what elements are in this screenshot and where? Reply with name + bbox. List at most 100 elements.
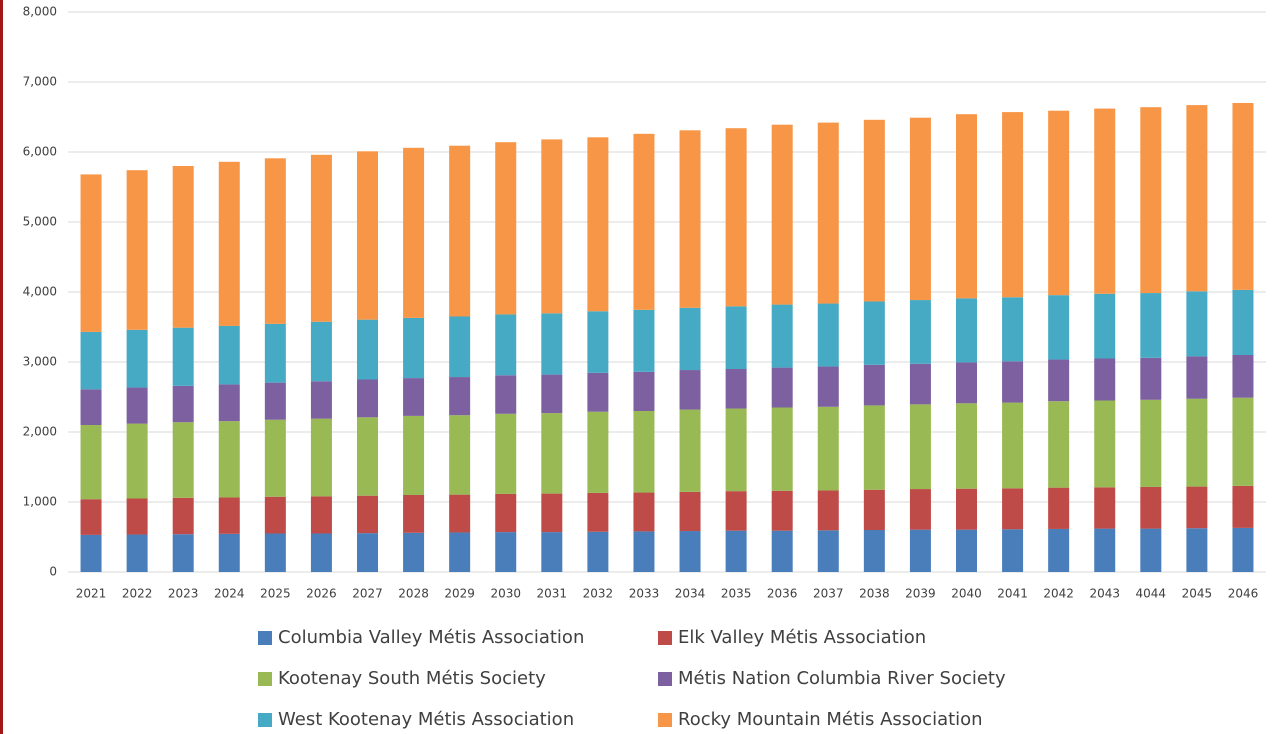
bar-segment [126,423,148,499]
legend-swatch [258,631,272,645]
legend-label: Elk Valley Métis Association [678,627,926,648]
bar-segment [725,408,747,492]
bar-segment [587,531,609,572]
bar-segment [172,534,194,572]
x-tick-label: 2021 [76,587,107,601]
bar-segment [403,317,425,379]
x-tick-label: 2027 [352,587,383,601]
x-tick-label: 2036 [767,587,798,601]
bar-segment [725,128,747,307]
bar-segment [771,124,793,305]
bar-segment [909,363,931,405]
x-tick-label: 2039 [905,587,936,601]
bar-segment [771,367,793,408]
bar-segment [1140,293,1162,358]
bar-segment [956,362,977,404]
bar-segment [1186,356,1208,399]
bar-segment [1140,486,1162,529]
bar-segment [817,530,839,572]
bar-segment [80,331,102,390]
bar-segment [633,133,655,310]
bar-segment [909,529,931,572]
y-tick-label: 3,000 [23,355,57,369]
bar-segment [1232,485,1254,528]
bar-segment [541,413,563,494]
bar-segment [679,531,701,572]
bar-segment [495,142,517,315]
bar-segment [264,419,286,497]
bar-segment [172,166,194,328]
bar-segment [264,382,286,420]
bar-segment [126,170,148,330]
bar-segment [1186,105,1208,292]
bar-segment [310,381,332,419]
bar-segment [1232,527,1254,572]
bar-segment [909,489,931,530]
bar-segment [909,404,931,490]
bar-segment [218,384,240,422]
bar-segment [956,488,977,530]
x-tick-label: 2045 [1182,587,1213,601]
bar-segment [1002,361,1024,403]
x-tick-label: 2026 [306,587,337,601]
bar-segment [1232,355,1254,398]
bar-segment [679,307,701,371]
bar-segment [126,534,148,572]
bar-segment [1094,487,1116,529]
x-tick-label: 2022 [122,587,153,601]
bar-segment [679,130,701,308]
bar-segment [771,530,793,572]
bar-segment [1002,112,1024,298]
y-tick-label: 5,000 [23,215,57,229]
bar-segment [310,496,332,534]
bar-segment [1232,397,1254,486]
bar-segment [817,122,839,304]
bar-segment [449,494,471,533]
x-tick-label: 2040 [951,587,982,601]
y-tick-label: 2,000 [23,425,57,439]
y-tick-label: 6,000 [23,145,57,159]
bar-segment [1140,399,1162,487]
legend-label: West Kootenay Métis Association [278,709,574,730]
x-tick-label: 2025 [260,587,291,601]
bar-segment [863,364,885,406]
bar-segment [403,532,425,572]
bar-segment [126,498,148,535]
legend-swatch [658,713,672,727]
x-tick-label: 2029 [444,587,475,601]
bar-segment [172,422,194,498]
bar-segment [403,495,425,533]
bar-segment [1048,295,1070,360]
bar-segment [725,491,747,531]
y-tick-label: 7,000 [23,75,57,89]
bar-segment [1140,528,1162,572]
bar-segment [264,533,286,572]
bar-segment [1140,107,1162,294]
legend-swatch [658,672,672,686]
bar-segment [310,321,332,382]
bar-segment [80,534,102,572]
bar-segment [495,532,517,572]
bar-segment [587,411,609,493]
bar-segment [587,137,609,312]
x-tick-label: 2030 [490,587,521,601]
bar-segment [1140,357,1162,400]
bar-segment [956,114,977,299]
bar-segment [633,309,655,372]
bar-segment [1186,291,1208,357]
bar-segment [172,497,194,535]
bar-segment [403,378,425,416]
bar-segment [80,499,102,535]
x-tick-label: 2028 [398,587,429,601]
bar-segment [1002,402,1024,489]
bar-segment [817,406,839,491]
bar-segment [956,298,977,363]
x-tick-label: 2024 [214,587,245,601]
bar-segment [863,405,885,490]
bar-segment [1186,528,1208,572]
bar-segment [633,492,655,532]
bar-segment [1048,110,1070,296]
bar-segment [449,377,471,416]
bar-segment [771,407,793,491]
